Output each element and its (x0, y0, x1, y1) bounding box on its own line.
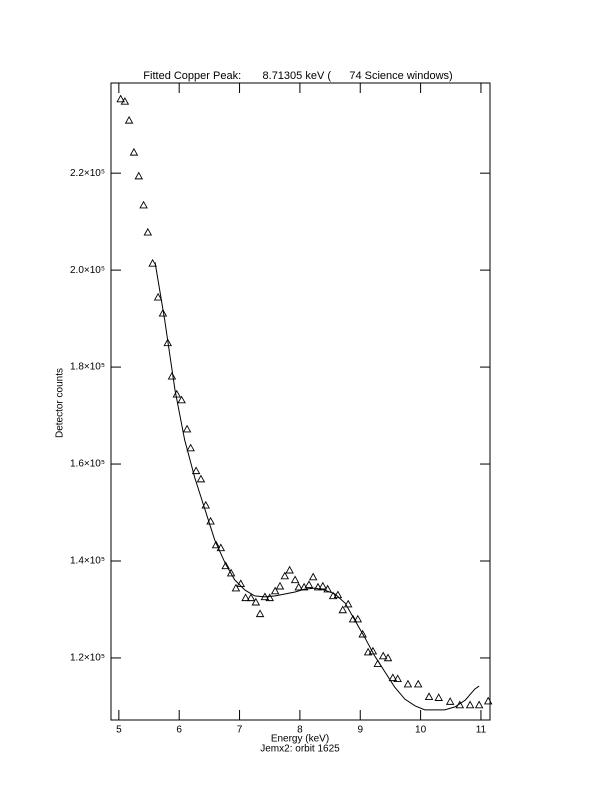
x-tick-label: 11 (476, 725, 487, 736)
data-point (129, 147, 139, 156)
data-point (383, 653, 393, 662)
data-point (241, 593, 250, 602)
y-tick-label: 1.2×10⁵ (70, 653, 105, 664)
data-point (186, 443, 195, 452)
data-point (323, 584, 332, 593)
chart-title: Fitted Copper Peak: 8.71305 keV ( 74 Sci… (143, 70, 452, 82)
x-tick-label: 7 (237, 725, 243, 736)
data-point (148, 258, 157, 267)
y-tick-label: 2.0×10⁵ (70, 265, 105, 276)
x-tick-label: 10 (415, 725, 427, 736)
data-point (363, 647, 373, 656)
data-point (270, 586, 280, 595)
data-point (182, 424, 192, 433)
data-point (465, 700, 475, 709)
data-point (177, 395, 186, 404)
data-point (483, 696, 493, 705)
x-axis-sublabel: Jemx2: orbit 1625 (260, 744, 340, 755)
data-point (153, 292, 163, 301)
data-point (196, 474, 206, 483)
y-tick-label: 1.8×10⁵ (70, 362, 105, 373)
x-tick-label: 5 (116, 725, 122, 736)
data-point (275, 581, 285, 590)
data-point (388, 673, 398, 682)
data-point (308, 572, 318, 581)
data-point (134, 171, 144, 180)
x-tick-label: 6 (176, 725, 182, 736)
data-point (304, 580, 314, 588)
data-point (393, 674, 402, 683)
data-point (290, 575, 300, 584)
data-point (413, 679, 423, 688)
plot-frame (110, 82, 491, 721)
data-point (403, 679, 413, 688)
data-point (231, 583, 241, 592)
y-tick-label: 1.6×10⁵ (70, 459, 105, 470)
data-point (139, 200, 148, 209)
data-point (246, 593, 256, 602)
data-point (226, 568, 236, 577)
data-point (158, 308, 168, 317)
data-point (353, 614, 363, 623)
data-point (318, 581, 328, 590)
x-tick-label: 8 (297, 725, 303, 736)
data-point (211, 540, 221, 549)
data-point (124, 115, 134, 124)
data-point (328, 591, 338, 600)
data-point (191, 466, 201, 475)
data-point (221, 561, 230, 570)
data-point (255, 609, 265, 618)
data-point (120, 96, 130, 105)
data-point (368, 646, 378, 655)
data-point (163, 338, 172, 347)
data-point (280, 571, 290, 580)
data-point (378, 651, 388, 660)
data-point (358, 629, 367, 638)
data-point (294, 582, 303, 591)
x-axis-label: Energy (keV) (271, 734, 329, 745)
y-axis-label: Detector counts (55, 368, 66, 438)
data-point (445, 697, 455, 705)
data-point (116, 94, 125, 103)
data-point (474, 700, 484, 709)
data-point (343, 599, 353, 608)
data-point (167, 371, 177, 380)
data-point (265, 593, 274, 602)
data-point (143, 227, 153, 236)
fit-line (154, 262, 480, 711)
data-point (285, 565, 294, 574)
y-tick-label: 2.2×10⁵ (70, 168, 105, 179)
data-point (251, 597, 261, 606)
data-point (348, 614, 358, 623)
data-point (424, 692, 434, 700)
x-tick-label: 9 (357, 725, 363, 736)
data-point (216, 543, 226, 552)
data-point (313, 582, 323, 591)
y-tick-label: 1.4×10⁵ (70, 556, 105, 567)
data-point (434, 693, 443, 701)
data-point (338, 605, 348, 614)
